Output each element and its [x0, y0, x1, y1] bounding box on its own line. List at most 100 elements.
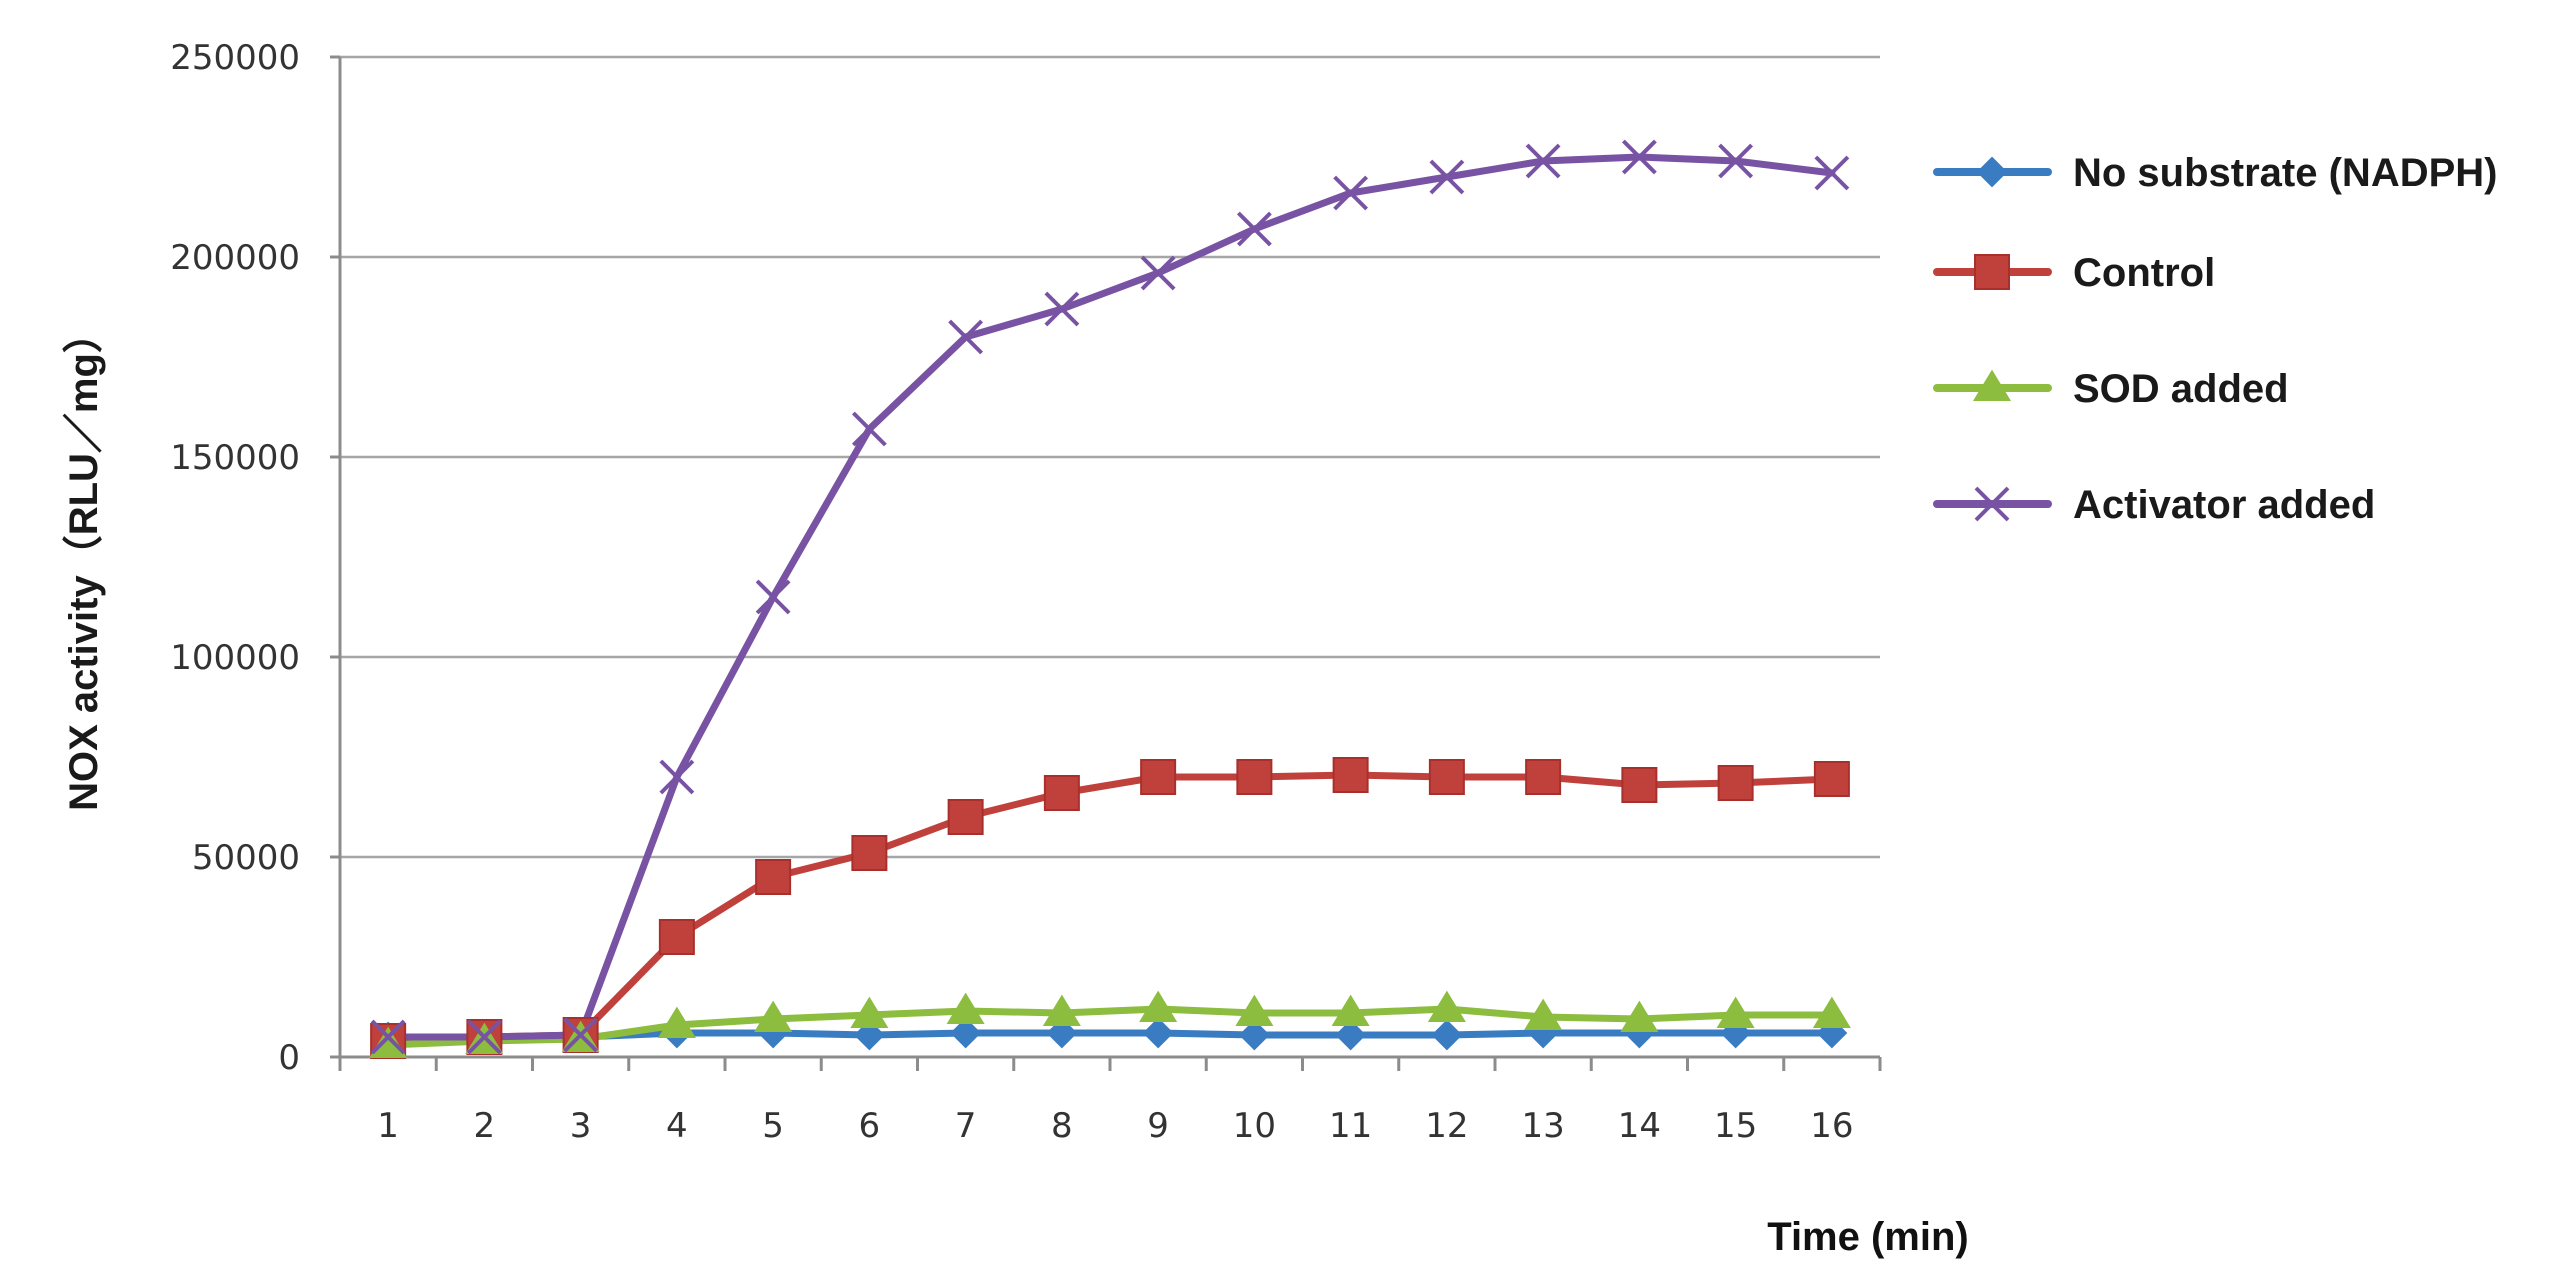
marker-stroke: [563, 1017, 599, 1053]
series-lines: [384, 153, 1836, 1049]
data-point-square: [1974, 254, 2010, 290]
data-point-square: [947, 799, 984, 835]
x-tick-label: 7: [955, 1106, 977, 1146]
marker-stroke: [1044, 291, 1080, 327]
marker-stroke: [1429, 159, 1465, 195]
data-point-x: [755, 579, 791, 615]
x-tick-label: 12: [1425, 1106, 1468, 1146]
data-point-diamond: [1335, 1019, 1367, 1051]
y-tick-label: 100000: [170, 638, 300, 678]
data-point-square: [1813, 761, 1850, 797]
legend-label: No substrate (NADPH): [2073, 151, 2497, 195]
data-point-x: [1974, 486, 2010, 522]
data-point-triangle: [1524, 998, 1563, 1030]
data-point-x: [1718, 143, 1754, 179]
data-point-square: [658, 919, 695, 955]
data-point-x: [370, 1019, 406, 1055]
x-tick-label: 6: [859, 1106, 881, 1146]
marker-stroke: [1333, 175, 1369, 211]
data-point-triangle: [850, 996, 889, 1028]
legend: No substrate (NADPH) Control SOD added Acti…: [1933, 151, 2497, 527]
data-point-x: [1429, 159, 1465, 195]
series-line: [384, 1005, 1836, 1049]
x-tick-label: 3: [570, 1106, 592, 1146]
data-point-diamond: [1142, 1017, 1174, 1049]
marker-stroke: [1814, 155, 1850, 191]
marker-stroke: [755, 579, 791, 615]
marker-stroke: [1621, 139, 1657, 175]
series-line: [384, 153, 1836, 1041]
x-tick-label: 2: [474, 1106, 496, 1146]
marker-stroke: [851, 411, 887, 447]
x-tick-label: 10: [1233, 1106, 1276, 1146]
data-point-x: [1140, 255, 1176, 291]
x-tick-label: 5: [762, 1106, 784, 1146]
x-tick-label: 8: [1051, 1106, 1073, 1146]
data-point-square: [755, 859, 792, 895]
data-point-triangle: [1139, 990, 1178, 1022]
x-tick-label: 13: [1521, 1106, 1564, 1146]
legend-item: Activator added: [1933, 483, 2375, 527]
data-point-x: [659, 759, 695, 795]
series-markers: [369, 139, 1851, 1059]
marker-stroke: [1974, 486, 2010, 522]
data-point-triangle: [946, 992, 985, 1024]
y-axis-label: NOX activity（RLU／mg）: [62, 313, 106, 811]
y-tick-label: 50000: [192, 838, 300, 878]
data-point-diamond: [1238, 1019, 1270, 1051]
marker-stroke: [1140, 255, 1176, 291]
y-tick-label: 250000: [170, 38, 300, 78]
data-point-x: [1814, 155, 1850, 191]
x-tick-label: 16: [1810, 1106, 1853, 1146]
x-tick-label: 11: [1329, 1106, 1372, 1146]
data-point-x: [948, 319, 984, 355]
data-point-triangle: [1331, 994, 1370, 1026]
data-point-triangle: [1427, 990, 1466, 1022]
x-axis-label: Time (min): [1767, 1215, 1969, 1259]
data-point-diamond: [950, 1017, 982, 1049]
marker-stroke: [948, 319, 984, 355]
data-point-triangle: [657, 1006, 696, 1038]
data-point-square: [1525, 759, 1562, 795]
data-point-x: [1044, 291, 1080, 327]
marker-stroke: [466, 1019, 502, 1055]
y-tick-label: 200000: [170, 238, 300, 278]
data-point-triangle: [1972, 369, 2012, 401]
data-point-square: [1140, 759, 1177, 795]
data-point-triangle: [1716, 996, 1755, 1028]
marker-stroke: [1718, 143, 1754, 179]
gridlines: [340, 55, 1880, 859]
x-tick-label: 4: [666, 1106, 688, 1146]
marker-stroke: [659, 759, 695, 795]
axis-labels: Time (min) NOX activity（RLU／mg）: [62, 313, 1969, 1259]
data-point-x: [563, 1017, 599, 1053]
legend-item: SOD added: [1933, 367, 2289, 411]
data-point-square: [1236, 759, 1273, 795]
data-point-square: [1043, 775, 1080, 811]
data-point-triangle: [369, 1026, 408, 1058]
data-point-x: [1236, 211, 1272, 247]
data-point-triangle: [1042, 994, 1081, 1026]
y-tick-label: 150000: [170, 438, 300, 478]
legend-item: Control: [1933, 251, 2215, 295]
marker-stroke: [1236, 211, 1272, 247]
data-point-x: [1333, 175, 1369, 211]
marker-stroke: [370, 1019, 406, 1055]
data-point-x: [1525, 143, 1561, 179]
data-point-diamond: [1976, 156, 2008, 188]
data-point-square: [1428, 759, 1465, 795]
x-tick-label: 14: [1618, 1106, 1661, 1146]
data-point-diamond: [1431, 1019, 1463, 1051]
legend-label: Activator added: [2073, 483, 2375, 527]
x-tick-label: 1: [377, 1106, 399, 1146]
y-tick-label: 0: [278, 1038, 300, 1078]
legend-item: No substrate (NADPH): [1933, 151, 2497, 195]
x-tick-label: 15: [1714, 1106, 1757, 1146]
data-point-square: [1621, 767, 1658, 803]
data-point-x: [851, 411, 887, 447]
data-point-x: [1621, 139, 1657, 175]
data-point-triangle: [1235, 994, 1274, 1026]
marker-stroke: [1525, 143, 1561, 179]
